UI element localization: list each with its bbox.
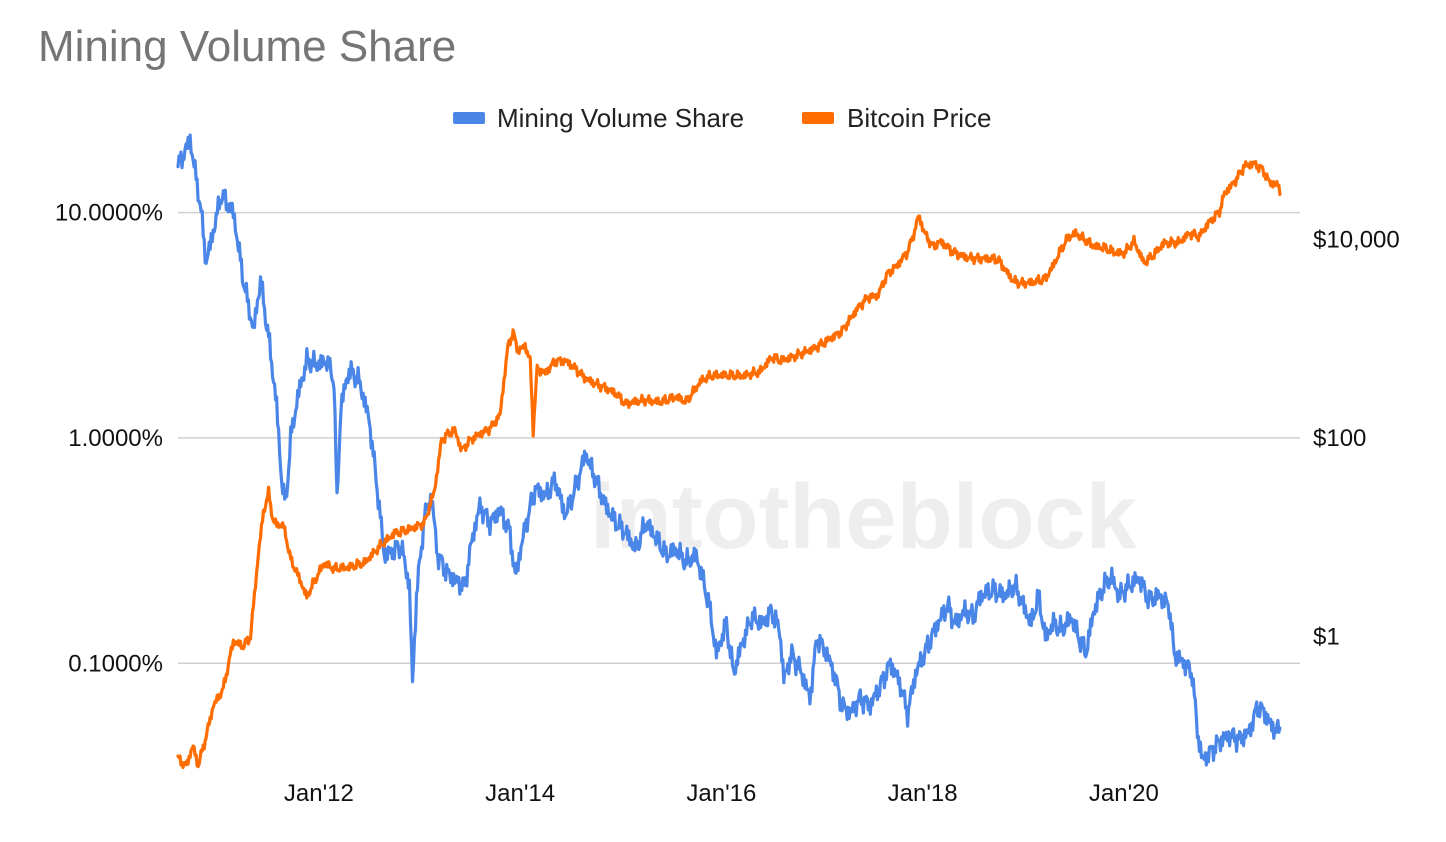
legend: Mining Volume Share Bitcoin Price (453, 103, 992, 133)
legend-label-mining-volume-share: Mining Volume Share (497, 103, 744, 133)
x-tick-label: Jan'12 (284, 780, 354, 807)
legend-label-bitcoin-price: Bitcoin Price (847, 103, 992, 133)
left-tick-label: 0.1000% (68, 650, 163, 677)
series-line-mining-volume-share (176, 133, 1282, 767)
x-tick-label: Jan'14 (485, 780, 555, 807)
right-tick-label: $10,000 (1313, 226, 1400, 253)
series-line-bitcoin-price (176, 160, 1282, 770)
x-tick-label: Jan'16 (686, 780, 756, 807)
legend-swatch-bitcoin-price (802, 112, 834, 124)
series-layer (176, 133, 1282, 770)
chart-title: Mining Volume Share (38, 22, 457, 71)
legend-swatch-mining-volume-share (453, 112, 485, 124)
left-tick-label: 10.0000% (55, 200, 163, 227)
right-axis-ticks: $10,000 $100 $1 (1313, 226, 1400, 650)
right-tick-label: $100 (1313, 425, 1366, 452)
x-axis-ticks: Jan'12 Jan'14 Jan'16 Jan'18 Jan'20 (284, 780, 1159, 807)
right-tick-label: $1 (1313, 624, 1340, 651)
gridlines (178, 211, 1300, 665)
left-tick-label: 1.0000% (68, 425, 163, 452)
x-tick-label: Jan'20 (1089, 780, 1159, 807)
left-axis-ticks: 10.0000% 1.0000% 0.1000% (55, 200, 163, 678)
x-tick-label: Jan'18 (888, 780, 958, 807)
